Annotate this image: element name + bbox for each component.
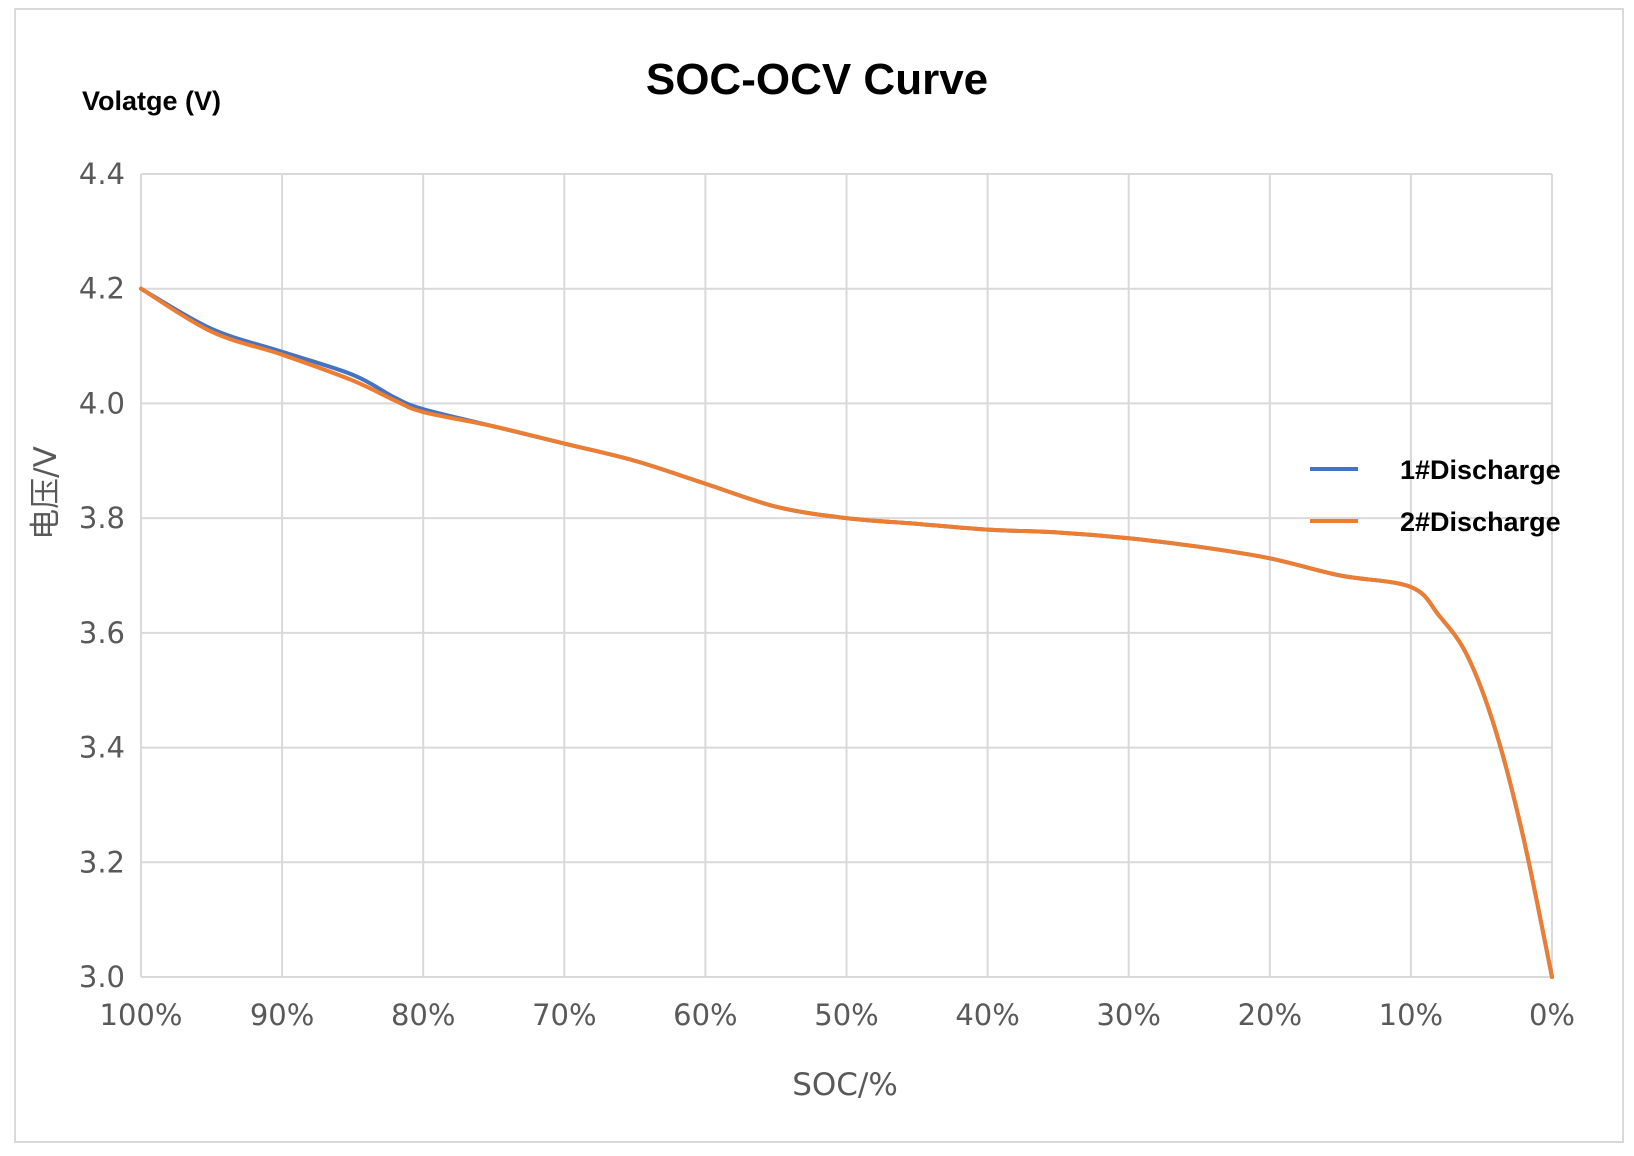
x-tick-label: 50% [814,998,878,1032]
x-tick-label: 70% [532,998,596,1032]
x-tick-label: 90% [250,998,314,1032]
y-tick-label: 3.6 [79,616,125,650]
y-tick-label: 4.4 [79,157,125,191]
legend: 1#Discharge 2#Discharge [1310,455,1561,537]
y-tick-label: 3.0 [79,960,125,994]
y-tick-label: 3.4 [79,731,125,765]
x-tick-label: 80% [391,998,455,1032]
y-tick-labels: 3.0 3.2 3.4 3.6 3.8 4.0 4.2 4.4 [79,157,125,994]
x-tick-label: 60% [673,998,737,1032]
y-axis-title: 电压/V [28,446,64,540]
x-tick-label: 0% [1529,998,1575,1032]
x-tick-label: 100% [100,998,183,1032]
x-tick-label: 10% [1379,998,1443,1032]
y-tick-label: 3.8 [79,501,125,535]
chart-frame [14,8,1624,1143]
x-tick-label: 20% [1238,998,1302,1032]
x-axis-title: SOC/% [792,1067,898,1103]
series-line-2 [139,286,1554,979]
chart-title: SOC-OCV Curve [645,55,989,104]
x-tick-label: 40% [955,998,1019,1032]
y-unit-label: Volatge (V) [82,86,222,116]
y-tick-label: 3.2 [79,845,125,879]
grid-lines [140,173,1553,978]
legend-label-2: 2#Discharge [1400,507,1561,537]
x-tick-label: 30% [1096,998,1160,1032]
x-tick-labels: 100% 90% 80% 70% 60% 50% 40% 30% 20% 10% 0% [100,998,1575,1032]
y-tick-label: 4.2 [79,272,125,306]
y-tick-label: 4.0 [79,386,125,420]
series-lines [139,286,1554,979]
legend-label-1: 1#Discharge [1400,455,1561,485]
